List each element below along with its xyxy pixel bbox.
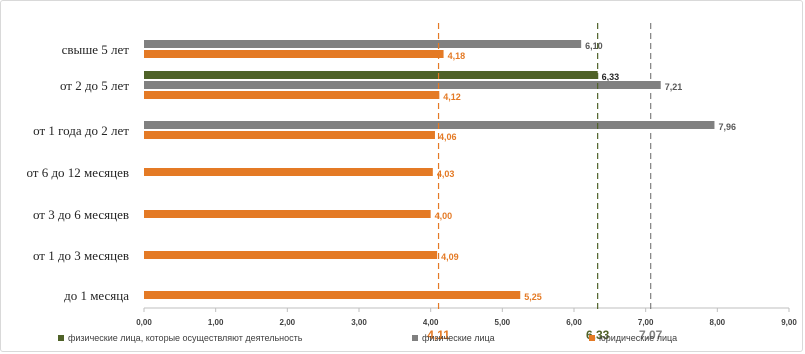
bar	[144, 251, 438, 259]
x-tick-label: 1,00	[208, 318, 224, 327]
data-label: 6,33	[602, 72, 620, 82]
data-label: 6,10	[585, 41, 603, 51]
x-tick-label: 5,00	[495, 318, 511, 327]
legend-swatch	[412, 335, 418, 341]
category-label: от 6 до 12 месяцев	[26, 165, 129, 180]
bar	[144, 91, 440, 99]
data-label: 7,21	[665, 82, 683, 92]
bar	[144, 168, 433, 176]
legend-swatch	[58, 335, 64, 341]
x-tick-label: 2,00	[280, 318, 296, 327]
bar	[144, 291, 521, 299]
data-label: 4,00	[435, 211, 453, 221]
reference-line-label: 4,11	[427, 328, 450, 342]
x-tick-label: 3,00	[351, 318, 367, 327]
category-label: от 2 до 5 лет	[60, 78, 129, 93]
category-label: от 3 до 6 месяцев	[33, 207, 129, 222]
x-tick-label: 0,00	[136, 318, 152, 327]
bar	[144, 40, 582, 48]
data-label: 5,25	[524, 292, 542, 302]
data-label: 4,09	[441, 252, 459, 262]
bar	[144, 131, 435, 139]
reference-line-label: 7.07	[639, 328, 663, 342]
data-label: 4,18	[448, 51, 466, 61]
data-label: 4,03	[437, 169, 455, 179]
legend-label: физические лица	[422, 333, 495, 343]
legend-label: юридические лица	[599, 333, 677, 343]
data-label: 4,06	[439, 132, 457, 142]
x-tick-label: 6,00	[566, 318, 582, 327]
bar	[144, 50, 444, 58]
x-tick-label: 4,00	[423, 318, 439, 327]
category-label: свыше 5 лет	[62, 42, 130, 57]
legend-label: физические лица, которые осуществляют де…	[68, 333, 303, 343]
bar	[144, 121, 715, 129]
bar	[144, 210, 431, 218]
data-label: 7,96	[718, 122, 736, 132]
data-label: 4,12	[443, 92, 461, 102]
category-label: от 1 года до 2 лет	[33, 123, 129, 138]
bar	[144, 71, 598, 79]
x-tick-label: 8,00	[710, 318, 726, 327]
x-tick-label: 7,00	[638, 318, 654, 327]
x-tick-label: 9,00	[781, 318, 797, 327]
category-label: от 1 до 3 месяцев	[33, 248, 129, 263]
legend-swatch	[589, 335, 595, 341]
category-label: до 1 месяца	[64, 288, 129, 303]
bar	[144, 81, 661, 89]
